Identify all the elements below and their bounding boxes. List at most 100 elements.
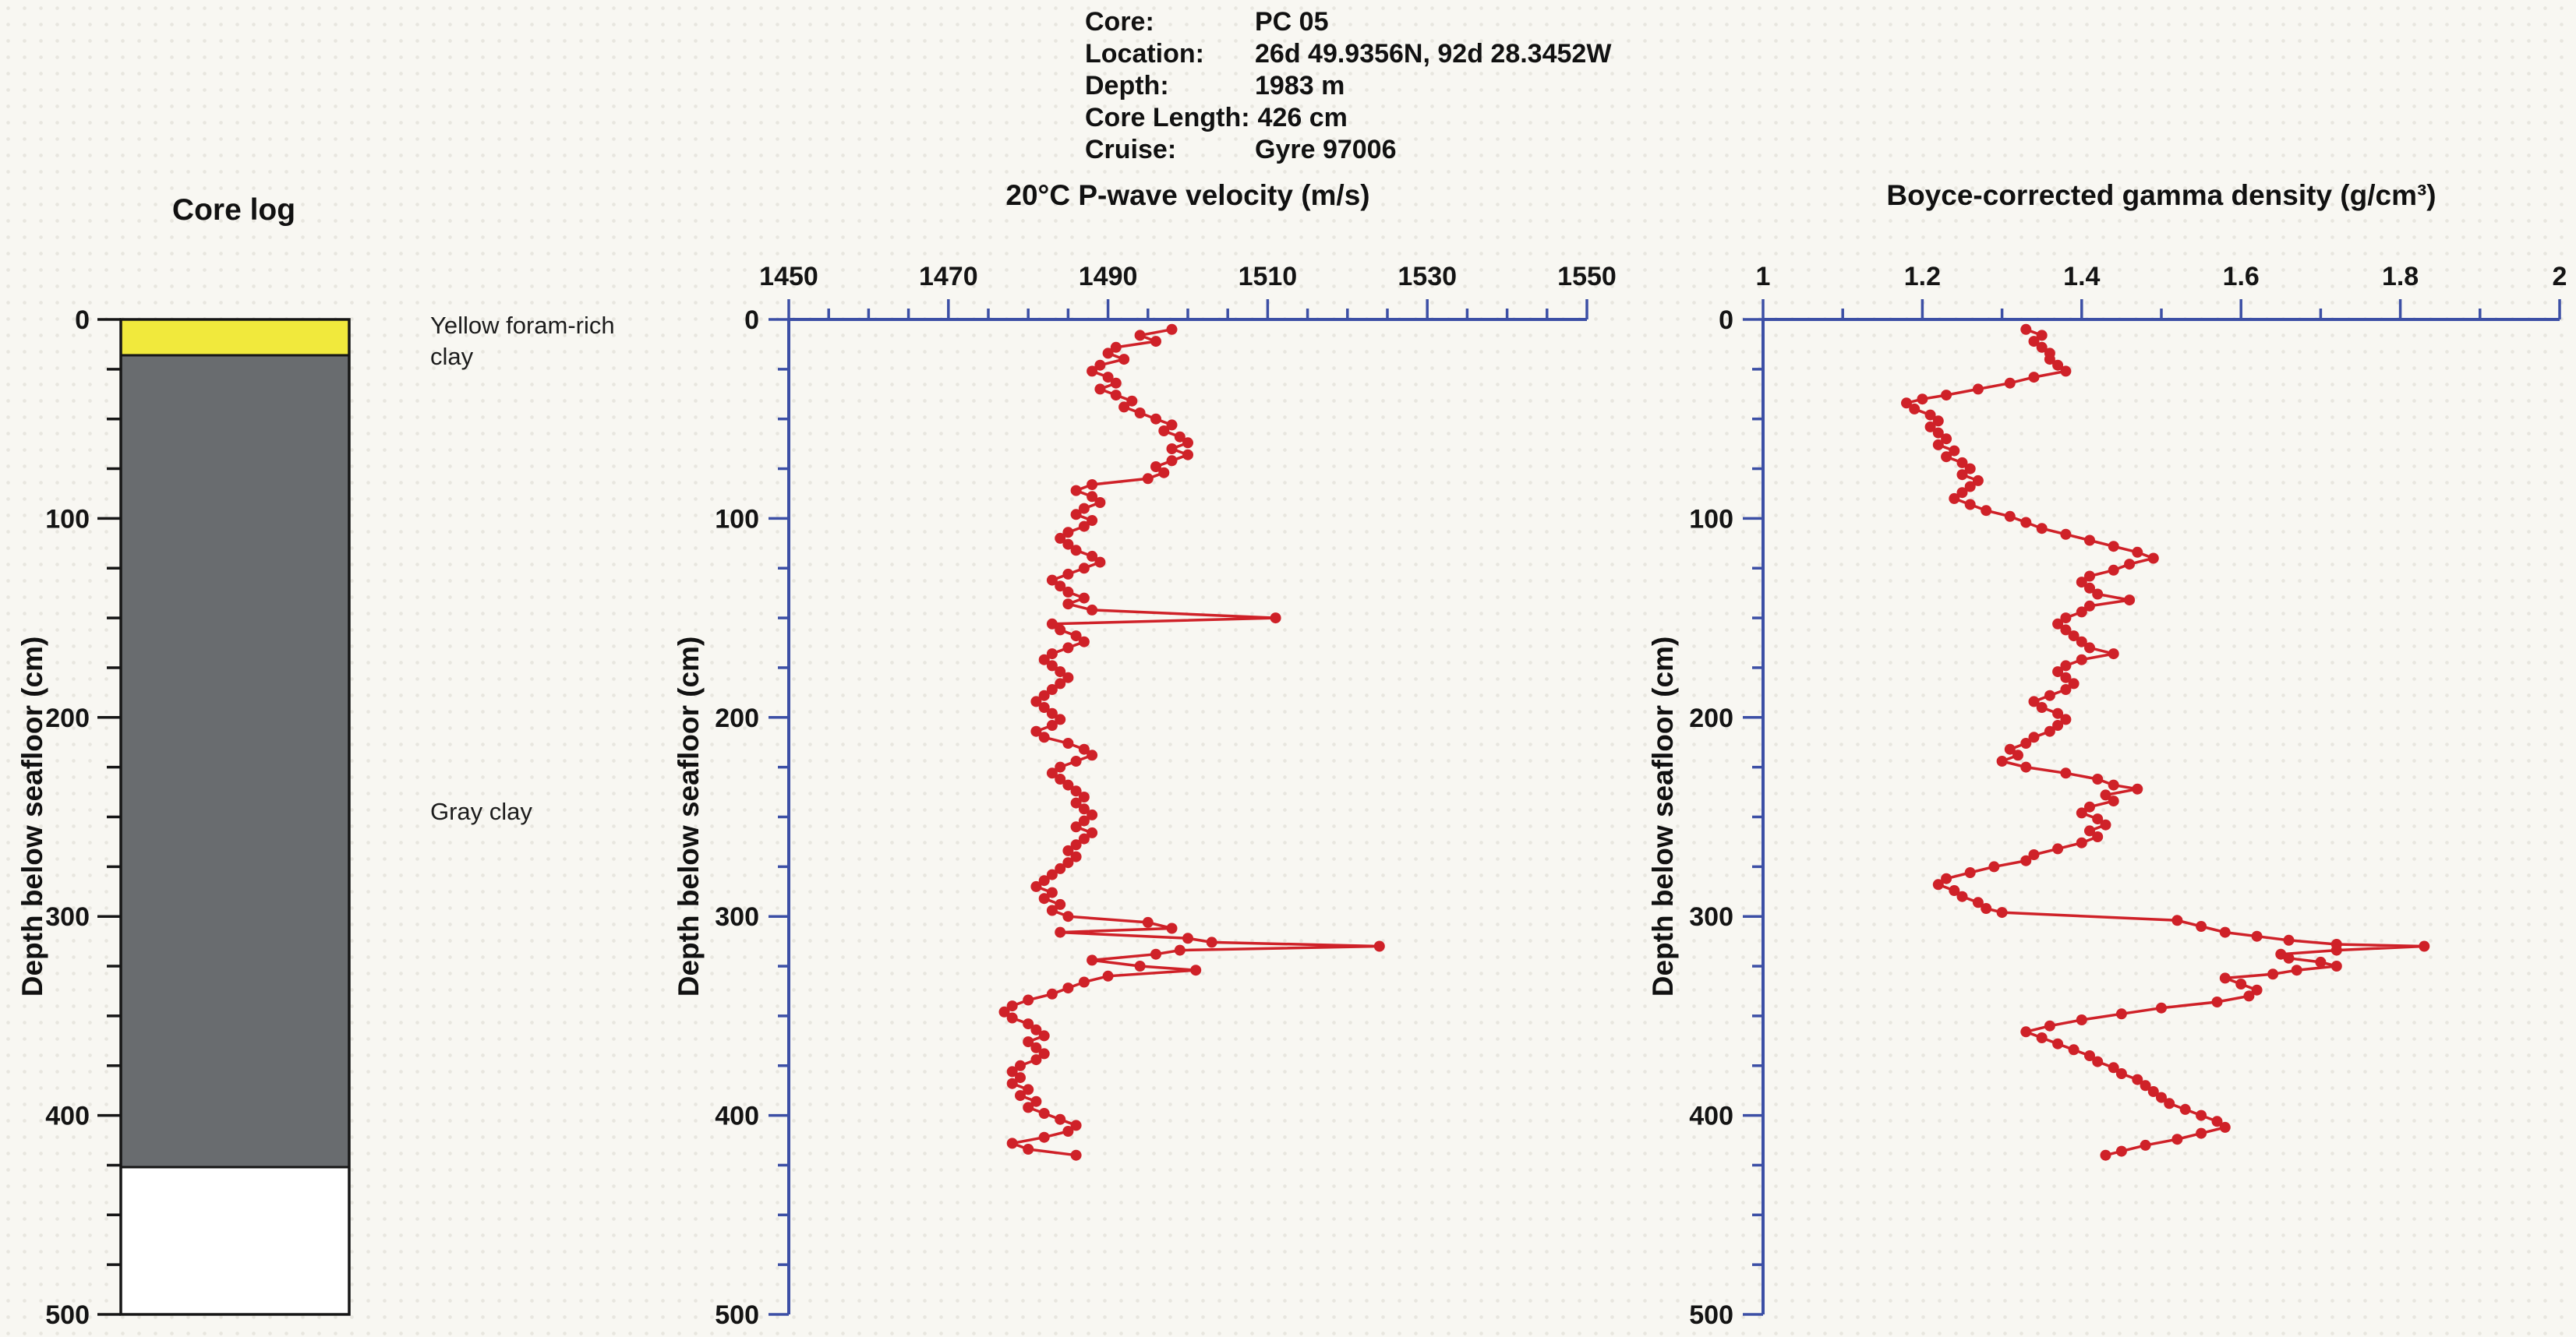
data-point: [1062, 911, 1074, 922]
data-point: [1062, 672, 1074, 683]
data-point: [1182, 437, 1193, 449]
data-point: [1110, 390, 1122, 401]
data-point: [1023, 1144, 1034, 1155]
svg-text:100: 100: [45, 504, 90, 534]
data-point: [2179, 1103, 2191, 1115]
data-point: [1078, 803, 1090, 815]
header-label-core: Core:: [1085, 7, 1154, 37]
data-point: [1046, 660, 1058, 672]
svg-text:500: 500: [1689, 1300, 1733, 1330]
svg-text:1470: 1470: [919, 262, 978, 291]
data-point: [1030, 1054, 1042, 1066]
svg-text:1.2: 1.2: [1904, 262, 1941, 291]
data-point: [1078, 976, 1090, 988]
data-point: [1046, 720, 1058, 731]
data-point: [2084, 801, 2095, 813]
data-point: [2068, 1044, 2080, 1056]
data-point: [2004, 743, 2016, 755]
data-point: [1102, 372, 1114, 383]
data-point: [1972, 897, 1984, 908]
data-point: [2060, 624, 2072, 636]
data-point: [1006, 1066, 1018, 1078]
data-point: [1941, 433, 1952, 445]
data-point: [1062, 845, 1074, 856]
data-point: [2076, 654, 2087, 665]
data-point: [1070, 756, 1082, 767]
data-point: [1062, 586, 1074, 598]
data-point: [1038, 893, 1050, 905]
data-point: [1142, 916, 1154, 928]
data-point: [1062, 738, 1074, 749]
data-point: [2124, 594, 2136, 606]
data-point: [1046, 574, 1058, 586]
data-point: [2020, 517, 2032, 528]
data-point: [1046, 905, 1058, 916]
header-row-depth: Depth: 1983 m: [1085, 70, 1611, 102]
svg-text:1530: 1530: [1398, 262, 1457, 291]
data-point: [1023, 994, 1034, 1006]
data-point: [2084, 642, 2095, 654]
core-log-title: Core log: [171, 193, 296, 227]
data-point: [1949, 492, 1960, 504]
data-point: [2052, 359, 2064, 371]
data-point: [2044, 725, 2055, 737]
data-point: [1932, 879, 1944, 891]
data-point: [2147, 552, 2159, 564]
data-point: [1070, 1149, 1082, 1161]
data-point: [2092, 1056, 2104, 1067]
data-point: [1070, 485, 1082, 496]
data-point: [1070, 851, 1082, 863]
series-gamma-density: [1901, 323, 2430, 1161]
core-log-panel: Core log Depth below seafloor (cm) 0 100 2…: [0, 179, 670, 1337]
data-point: [2315, 956, 2327, 968]
data-point: [2028, 336, 2040, 347]
data-point: [2140, 1139, 2151, 1151]
data-point: [1046, 648, 1058, 660]
data-point: [1166, 443, 1178, 454]
data-point: [2132, 546, 2143, 558]
data-point: [2060, 684, 2072, 695]
data-point: [2060, 612, 2072, 624]
data-point: [2020, 855, 2032, 866]
data-point: [1134, 330, 1146, 341]
svg-text:1490: 1490: [1079, 262, 1138, 291]
data-point: [2020, 738, 2032, 749]
data-point: [2100, 789, 2111, 801]
data-point: [2283, 952, 2295, 964]
data-point: [2147, 1086, 2159, 1097]
data-point: [1901, 397, 1912, 409]
data-point: [1006, 1138, 1018, 1149]
svg-text:400: 400: [715, 1102, 759, 1131]
data-point: [1094, 497, 1106, 508]
data-point: [1038, 1048, 1050, 1060]
data-point: [2100, 1149, 2111, 1161]
x-axis: 1 1.2 1.4 1.6 1.8 2: [1756, 262, 2567, 321]
data-point: [1087, 365, 1098, 377]
data-point: [1062, 527, 1074, 538]
data-point: [1055, 714, 1066, 725]
data-point: [1030, 1095, 1042, 1107]
data-point: [1949, 885, 1960, 896]
svg-text:1.4: 1.4: [2063, 262, 2100, 291]
header-value-depth: 1983 m: [1255, 71, 1345, 101]
data-point: [1964, 867, 1976, 878]
data-point: [1932, 415, 1944, 427]
data-point: [1102, 970, 1114, 982]
data-point: [1078, 743, 1090, 755]
data-point: [1270, 612, 1281, 624]
annotation-gray-clay: Gray clay: [430, 798, 532, 825]
data-point: [2219, 1121, 2231, 1133]
data-point: [2219, 926, 2231, 938]
data-point: [1118, 354, 1130, 365]
data-point: [2108, 779, 2119, 791]
data-point: [1909, 403, 1921, 415]
data-point: [1166, 323, 1178, 335]
data-point: [2196, 1127, 2207, 1139]
data-point: [1941, 390, 1952, 401]
data-point: [1087, 550, 1098, 562]
svg-text:2: 2: [2553, 262, 2567, 291]
data-point: [2044, 354, 2055, 365]
data-point: [1023, 1102, 1034, 1113]
data-point: [1055, 898, 1066, 910]
core-depth-axis: 0 100 200 300 400 500: [45, 305, 121, 1330]
